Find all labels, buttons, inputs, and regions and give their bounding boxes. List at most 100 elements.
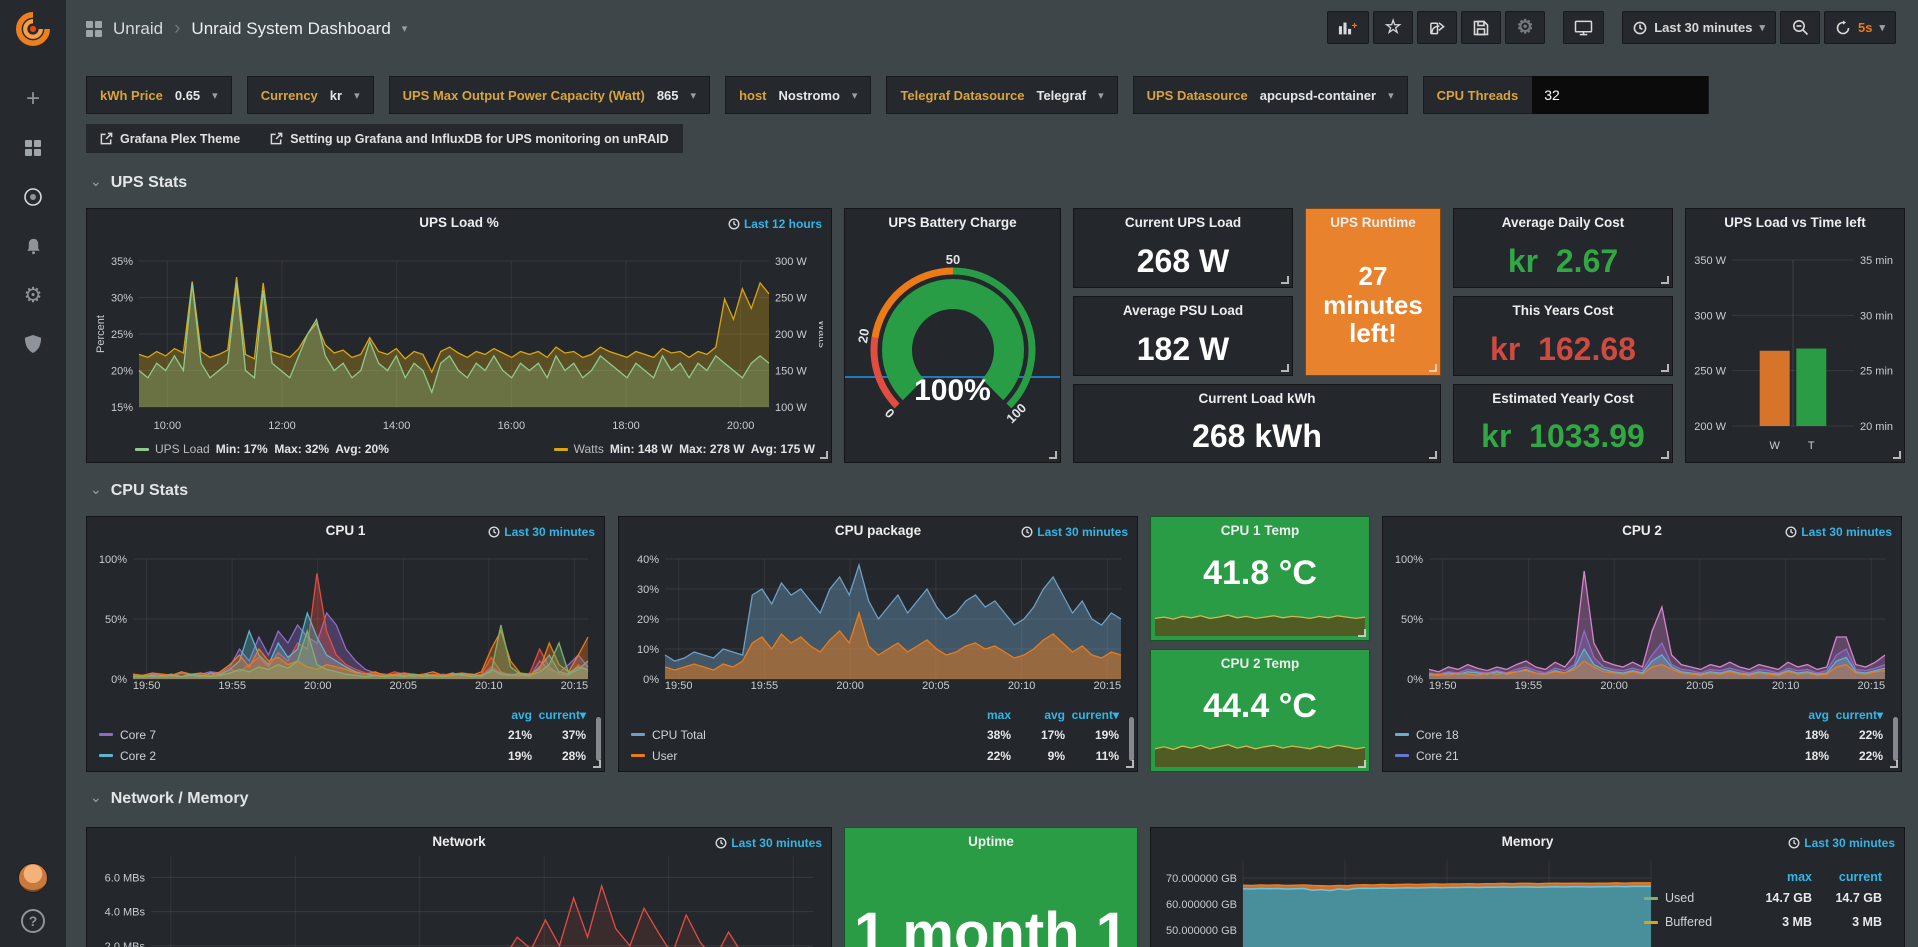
panel-title[interactable]: Current UPS Load [1074, 215, 1292, 230]
panel-title[interactable]: Average PSU Load [1074, 303, 1292, 318]
ups-load-chart[interactable]: 35%30%25%20%15%Percent300 W250 W200 W150… [93, 237, 823, 433]
network-chart[interactable]: 6.0 MBs4.0 MBs2.0 MBs19:5019:5520:0020:0… [93, 854, 823, 947]
tv-mode-button[interactable] [1563, 11, 1604, 44]
section-cpu-stats[interactable]: ⌄ CPU Stats [90, 482, 188, 500]
panel-time-range[interactable]: Last 30 minutes [1788, 836, 1895, 850]
variable-ups-datasource[interactable]: UPS Datasource apcupsd-container ▾ [1133, 76, 1408, 114]
svg-text:50%: 50% [1401, 614, 1423, 626]
panel-title[interactable]: UPS Load vs Time left [1686, 215, 1904, 230]
chevron-down-icon[interactable]: ▾ [402, 22, 408, 35]
panel-title[interactable]: UPS Battery Charge [845, 215, 1060, 230]
legend-column-avg[interactable]: avg [1011, 708, 1065, 722]
panel-time-range[interactable]: Last 30 minutes [488, 525, 595, 539]
panel-time-range[interactable]: Last 30 minutes [715, 836, 822, 850]
section-ups-stats[interactable]: ⌄ UPS Stats [90, 174, 187, 192]
panel-time-range[interactable]: Last 30 minutes [1021, 525, 1128, 539]
time-range-picker[interactable]: Last 30 minutes ▾ [1622, 11, 1776, 44]
variable-cpu-threads: CPU Threads [1423, 76, 1710, 114]
panel-title[interactable]: UPS Runtime [1306, 215, 1440, 230]
panel-title[interactable]: Uptime [845, 834, 1137, 849]
cpu2-chart[interactable]: 100%50%0%19:5019:5520:0020:0520:1020:15 [1389, 543, 1893, 693]
svg-text:20:05: 20:05 [922, 680, 950, 692]
link-ups-monitoring-guide[interactable]: Setting up Grafana and InfluxDB for UPS … [270, 132, 668, 146]
variable-currency[interactable]: Currency kr ▾ [247, 76, 374, 114]
cpu-package-chart[interactable]: 40%30%20%10%0%19:5019:5520:0020:0520:102… [625, 543, 1129, 693]
legend-column-current[interactable]: current▾ [1829, 708, 1883, 722]
legend-column-avg[interactable]: avg [1775, 708, 1829, 722]
clock-icon [1788, 837, 1800, 849]
legend-column-avg[interactable]: avg [478, 708, 532, 722]
zoom-out-button[interactable] [1780, 11, 1820, 44]
legend-column-max[interactable]: max [957, 708, 1011, 722]
panel-title[interactable]: CPU 2 Temp [1151, 656, 1369, 671]
panel-title[interactable]: Current Load kWh [1074, 391, 1440, 406]
variable-value: 865 [657, 88, 679, 103]
dashboards-icon[interactable] [22, 137, 44, 159]
admin-shield-icon[interactable] [22, 333, 44, 355]
explore-icon[interactable] [22, 186, 44, 208]
section-network-memory[interactable]: ⌄ Network / Memory [90, 790, 249, 808]
settings-button[interactable]: ⚙ [1505, 11, 1545, 44]
legend-scrollbar[interactable] [1893, 717, 1898, 761]
svg-text:20:15: 20:15 [1858, 680, 1886, 692]
variable-value: Nostromo [779, 88, 840, 103]
cpu1-chart[interactable]: 100%50%0%19:5019:5520:0020:0520:1020:15 [93, 543, 596, 693]
memory-chart[interactable]: 70.000000 GB60.000000 GB50.000000 GB [1157, 854, 1657, 947]
variable-telegraf-datasource[interactable]: Telegraf Datasource Telegraf ▾ [886, 76, 1117, 114]
save-button[interactable] [1461, 11, 1501, 44]
svg-text:100%: 100% [1395, 554, 1423, 566]
ups-bar-chart[interactable]: 350 W300 W250 W200 W35 min30 min25 min20… [1690, 235, 1900, 457]
add-panel-button[interactable]: + [1327, 11, 1369, 44]
legend-scrollbar[interactable] [1129, 717, 1134, 761]
dashboard-apps-icon[interactable] [86, 21, 102, 37]
legend-scrollbar[interactable] [596, 717, 601, 761]
alerting-bell-icon[interactable] [22, 235, 44, 257]
configuration-gear-icon[interactable]: ⚙ [22, 284, 44, 306]
legend-column-current[interactable]: current▾ [1065, 708, 1119, 722]
stat-value: 41.8 °C [1151, 545, 1369, 601]
legend-series-name[interactable]: Watts [574, 442, 604, 456]
breadcrumb-app[interactable]: Unraid [113, 19, 163, 39]
legend-column-max[interactable]: max [1742, 870, 1812, 884]
panel-title[interactable]: CPU 1 Temp [1151, 523, 1369, 538]
svg-text:20 min: 20 min [1860, 421, 1893, 433]
add-icon[interactable]: + [22, 88, 44, 110]
legend-column-current[interactable]: current▾ [532, 708, 586, 722]
svg-text:100 W: 100 W [775, 402, 807, 414]
stat-value: 1 month 1 [845, 900, 1137, 947]
svg-text:20:00: 20:00 [836, 680, 864, 692]
variable-ups-max-watt[interactable]: UPS Max Output Power Capacity (Watt) 865… [389, 76, 710, 114]
panel-title[interactable]: This Years Cost [1454, 303, 1672, 318]
variable-host[interactable]: host Nostromo ▾ [725, 76, 871, 114]
page-title[interactable]: Unraid System Dashboard [191, 19, 390, 39]
svg-text:350 W: 350 W [1694, 255, 1726, 267]
share-button[interactable] [1417, 11, 1457, 44]
svg-text:30%: 30% [111, 293, 133, 305]
user-avatar[interactable] [18, 863, 48, 893]
svg-text:2.0 MBs: 2.0 MBs [105, 941, 146, 947]
legend-column-current[interactable]: current [1812, 870, 1882, 884]
help-icon[interactable]: ? [21, 909, 45, 933]
star-button[interactable]: ☆ [1373, 11, 1413, 44]
panel-title[interactable]: UPS Load % [87, 215, 831, 230]
refresh-button[interactable]: 5s ▾ [1824, 11, 1896, 44]
cpu-threads-input[interactable] [1532, 76, 1708, 114]
breadcrumb-separator-icon: › [174, 18, 180, 40]
gear-icon: ⚙ [1517, 16, 1534, 39]
clock-icon [1785, 526, 1797, 538]
panel-title[interactable]: Average Daily Cost [1454, 215, 1672, 230]
link-grafana-plex-theme[interactable]: Grafana Plex Theme [100, 132, 240, 146]
stat-value: 182 W [1074, 323, 1292, 375]
legend-series-name[interactable]: UPS Load [155, 442, 210, 456]
stat-value: 44.4 °C [1151, 678, 1369, 734]
grafana-logo[interactable] [0, 0, 66, 58]
svg-text:19:50: 19:50 [1429, 680, 1457, 692]
panel-time-range[interactable]: Last 12 hours [728, 217, 822, 231]
svg-text:19:55: 19:55 [218, 680, 246, 692]
time-range-label: Last 30 minutes [1654, 20, 1752, 35]
panel-title[interactable]: Estimated Yearly Cost [1454, 391, 1672, 406]
panel-time-range[interactable]: Last 30 minutes [1785, 525, 1892, 539]
variable-kwh-price[interactable]: kWh Price 0.65 ▾ [86, 76, 232, 114]
clock-icon [488, 526, 500, 538]
variable-label: UPS Max Output Power Capacity (Watt) [403, 88, 645, 103]
